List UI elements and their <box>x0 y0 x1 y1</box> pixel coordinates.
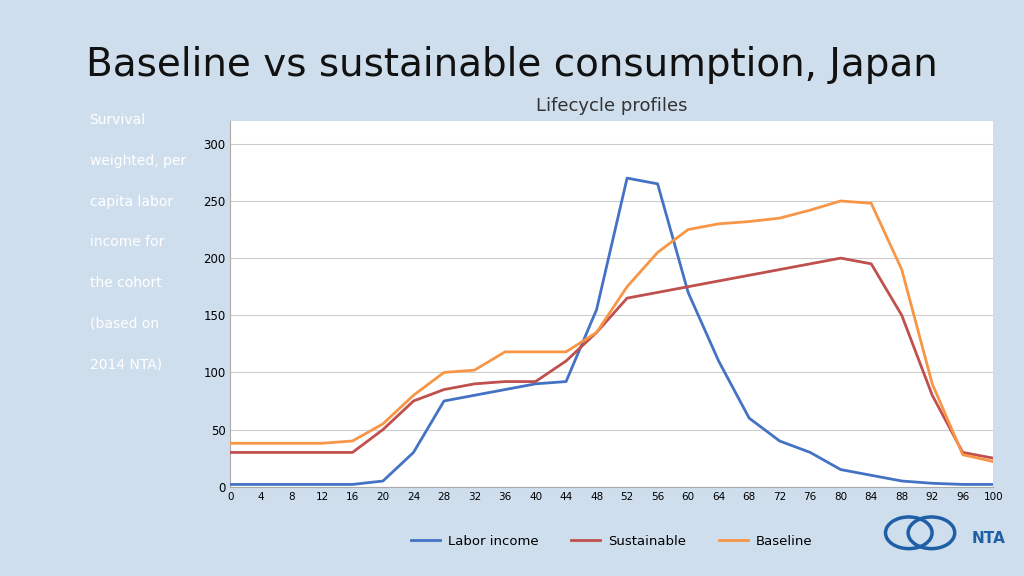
Text: Survival: Survival <box>89 113 145 127</box>
Text: NTA: NTA <box>972 531 1006 546</box>
Text: Baseline vs sustainable consumption, Japan: Baseline vs sustainable consumption, Jap… <box>86 46 938 84</box>
Text: (based on: (based on <box>89 317 159 331</box>
Legend: Labor income, Sustainable, Baseline: Labor income, Sustainable, Baseline <box>406 530 818 554</box>
Text: income for: income for <box>89 236 164 249</box>
Text: weighted, per: weighted, per <box>89 154 185 168</box>
Text: capita labor: capita labor <box>89 195 173 209</box>
Title: Lifecycle profiles: Lifecycle profiles <box>537 97 687 115</box>
Text: the cohort: the cohort <box>89 276 162 290</box>
Text: 2014 NTA): 2014 NTA) <box>89 358 162 372</box>
